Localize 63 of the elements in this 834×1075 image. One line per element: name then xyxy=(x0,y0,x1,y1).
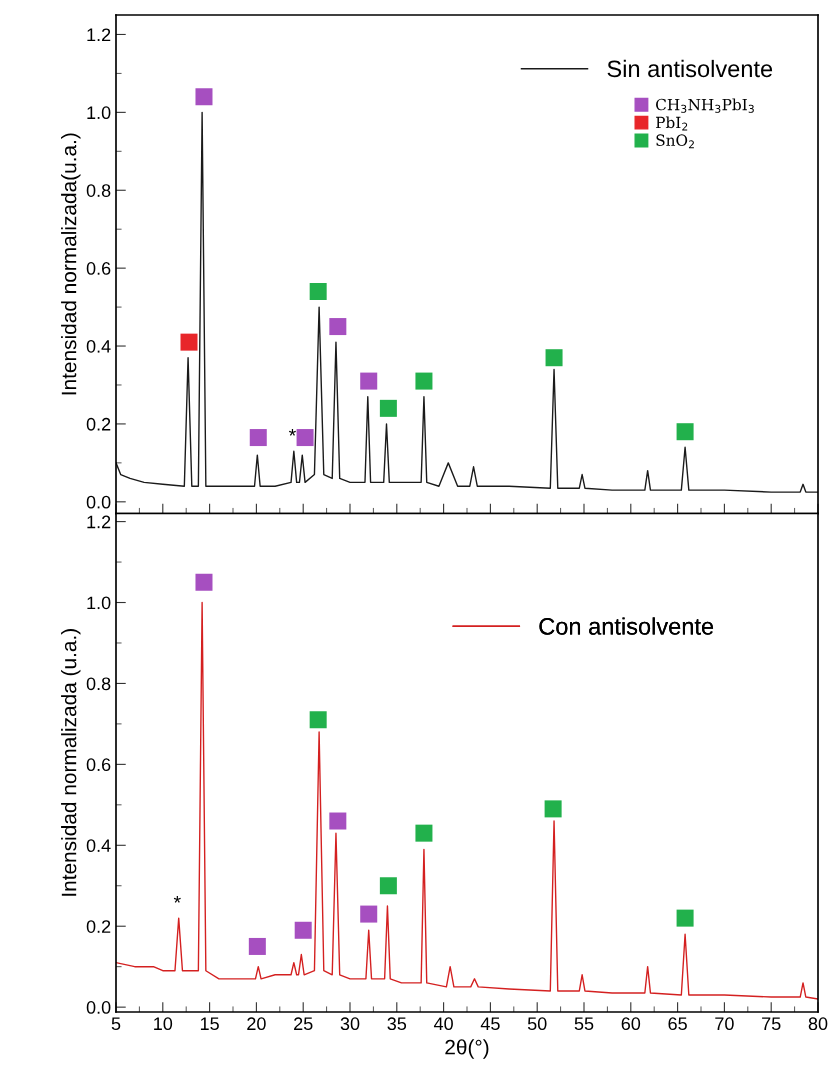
x-tick-label: 25 xyxy=(294,1017,313,1031)
y-tick-label: 0.8 xyxy=(86,184,111,197)
point xyxy=(415,824,433,842)
point xyxy=(545,349,563,367)
point xyxy=(676,909,694,927)
point xyxy=(360,905,378,923)
y-tick-label: 1.0 xyxy=(87,106,111,120)
point xyxy=(294,921,312,939)
x-tick-label: 75 xyxy=(762,1017,781,1031)
point xyxy=(544,800,562,818)
x-tick-label: 65 xyxy=(668,1017,687,1031)
annotation: * xyxy=(173,895,181,903)
annotation: * xyxy=(288,428,296,436)
y-axis-title: Intensidad normalizada(u.a.) xyxy=(61,133,81,395)
x-tick-label: 20 xyxy=(247,1017,266,1031)
x-tick-label: 40 xyxy=(433,1017,453,1031)
point xyxy=(415,372,433,390)
y-tick-label: 0.0 xyxy=(86,1001,111,1014)
y-tick-label: 0.6 xyxy=(86,262,111,275)
x-tick-label: 35 xyxy=(387,1017,407,1031)
point xyxy=(309,283,327,301)
point xyxy=(296,429,314,447)
point xyxy=(360,372,378,390)
x-tick-label: 60 xyxy=(621,1017,641,1031)
x-tick-label: 30 xyxy=(340,1017,360,1031)
line-series xyxy=(116,601,818,1000)
line-series xyxy=(116,111,818,493)
point xyxy=(248,937,266,955)
y-tick-label: 1.2 xyxy=(87,515,111,529)
y-tick-label: 0.4 xyxy=(86,839,111,853)
x-tick-label: 80 xyxy=(808,1017,828,1031)
x-tick-label: 10 xyxy=(154,1017,173,1031)
point xyxy=(195,88,213,106)
legend-label: Sin antisolvente xyxy=(607,59,773,78)
y-tick-label: 1.2 xyxy=(87,28,111,42)
y-tick-label: 0.2 xyxy=(86,417,111,431)
x-tick-label: 45 xyxy=(480,1017,500,1031)
point xyxy=(379,877,397,895)
x-tick-label: 70 xyxy=(715,1017,734,1031)
x-tick-label: 55 xyxy=(574,1017,594,1031)
point xyxy=(180,333,198,351)
y-tick-label: 1.0 xyxy=(87,596,111,610)
y-tick-label: 0.4 xyxy=(86,339,111,353)
x-axis-title: 2θ(°) xyxy=(445,1039,489,1059)
point xyxy=(249,429,267,447)
point xyxy=(195,573,213,591)
point xyxy=(676,423,694,441)
y-axis-title: Intensidad normalizada (u.a.) xyxy=(61,629,81,896)
point xyxy=(379,399,397,417)
x-tick-label: 5 xyxy=(111,1017,121,1031)
y-tick-label: 0.6 xyxy=(86,758,111,772)
point xyxy=(309,711,327,729)
y-tick-label: 0.0 xyxy=(86,495,111,509)
legend-label: Con antisolvente xyxy=(539,617,714,635)
legend-label: SnO$_{2}$ xyxy=(656,134,694,149)
x-tick-label: 15 xyxy=(200,1017,219,1031)
y-tick-label: 0.2 xyxy=(86,920,111,933)
y-tick-label: 0.8 xyxy=(86,677,111,691)
legend-label: CH$_{3}$NH$_{3}$PbI$_{3}$ xyxy=(656,98,754,113)
point xyxy=(329,318,347,336)
legend-label: PbI$_{2}$ xyxy=(656,116,688,131)
point xyxy=(329,812,347,830)
x-tick-label: 50 xyxy=(527,1017,547,1031)
